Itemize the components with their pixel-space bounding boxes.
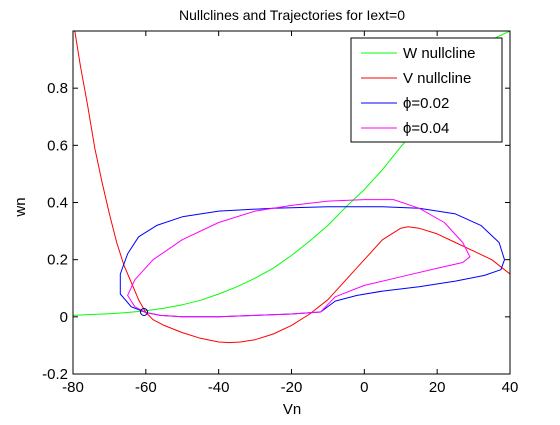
marker-layer [140,307,149,316]
x-tick-label: -80 [62,379,84,396]
x-tick-label: 40 [502,379,519,396]
y-tick-label: 0 [60,309,68,326]
y-tick-label: 0.8 [47,80,68,97]
y-tick-label: 0.6 [47,137,68,154]
chart-title: Nullclines and Trajectories for Iext=0 [179,7,405,23]
y-tick-label: 0.4 [47,195,68,212]
legend-label: ϕ=0.04 [403,120,449,137]
legend-label: V nullcline [403,70,471,87]
y-tick-label: 0.2 [47,252,68,269]
fixed-point-marker [140,307,149,316]
x-tick-label: -40 [208,379,230,396]
x-tick-label: -60 [135,379,157,396]
series-line-4 [127,199,471,318]
legend-label: W nullcline [403,45,476,62]
legend-label: ϕ=0.02 [403,95,449,112]
x-tick-label: 0 [360,379,368,396]
axes-layer: -80 -60 -40 -20 0 20 40 -0.2 0 0.2 0.4 0.6 0.8 [42,30,519,396]
x-tick-label: 20 [429,379,446,396]
x-axis-label: Vn [283,401,301,418]
legend: W nullcline V nullcline ϕ=0.02 ϕ=0.04 [350,37,503,143]
y-tick-label: -0.2 [42,366,68,383]
legend-box [350,37,503,143]
series-line-2 [74,31,510,344]
x-tick-label: -20 [281,379,303,396]
y-axis-label: wn [12,197,29,217]
